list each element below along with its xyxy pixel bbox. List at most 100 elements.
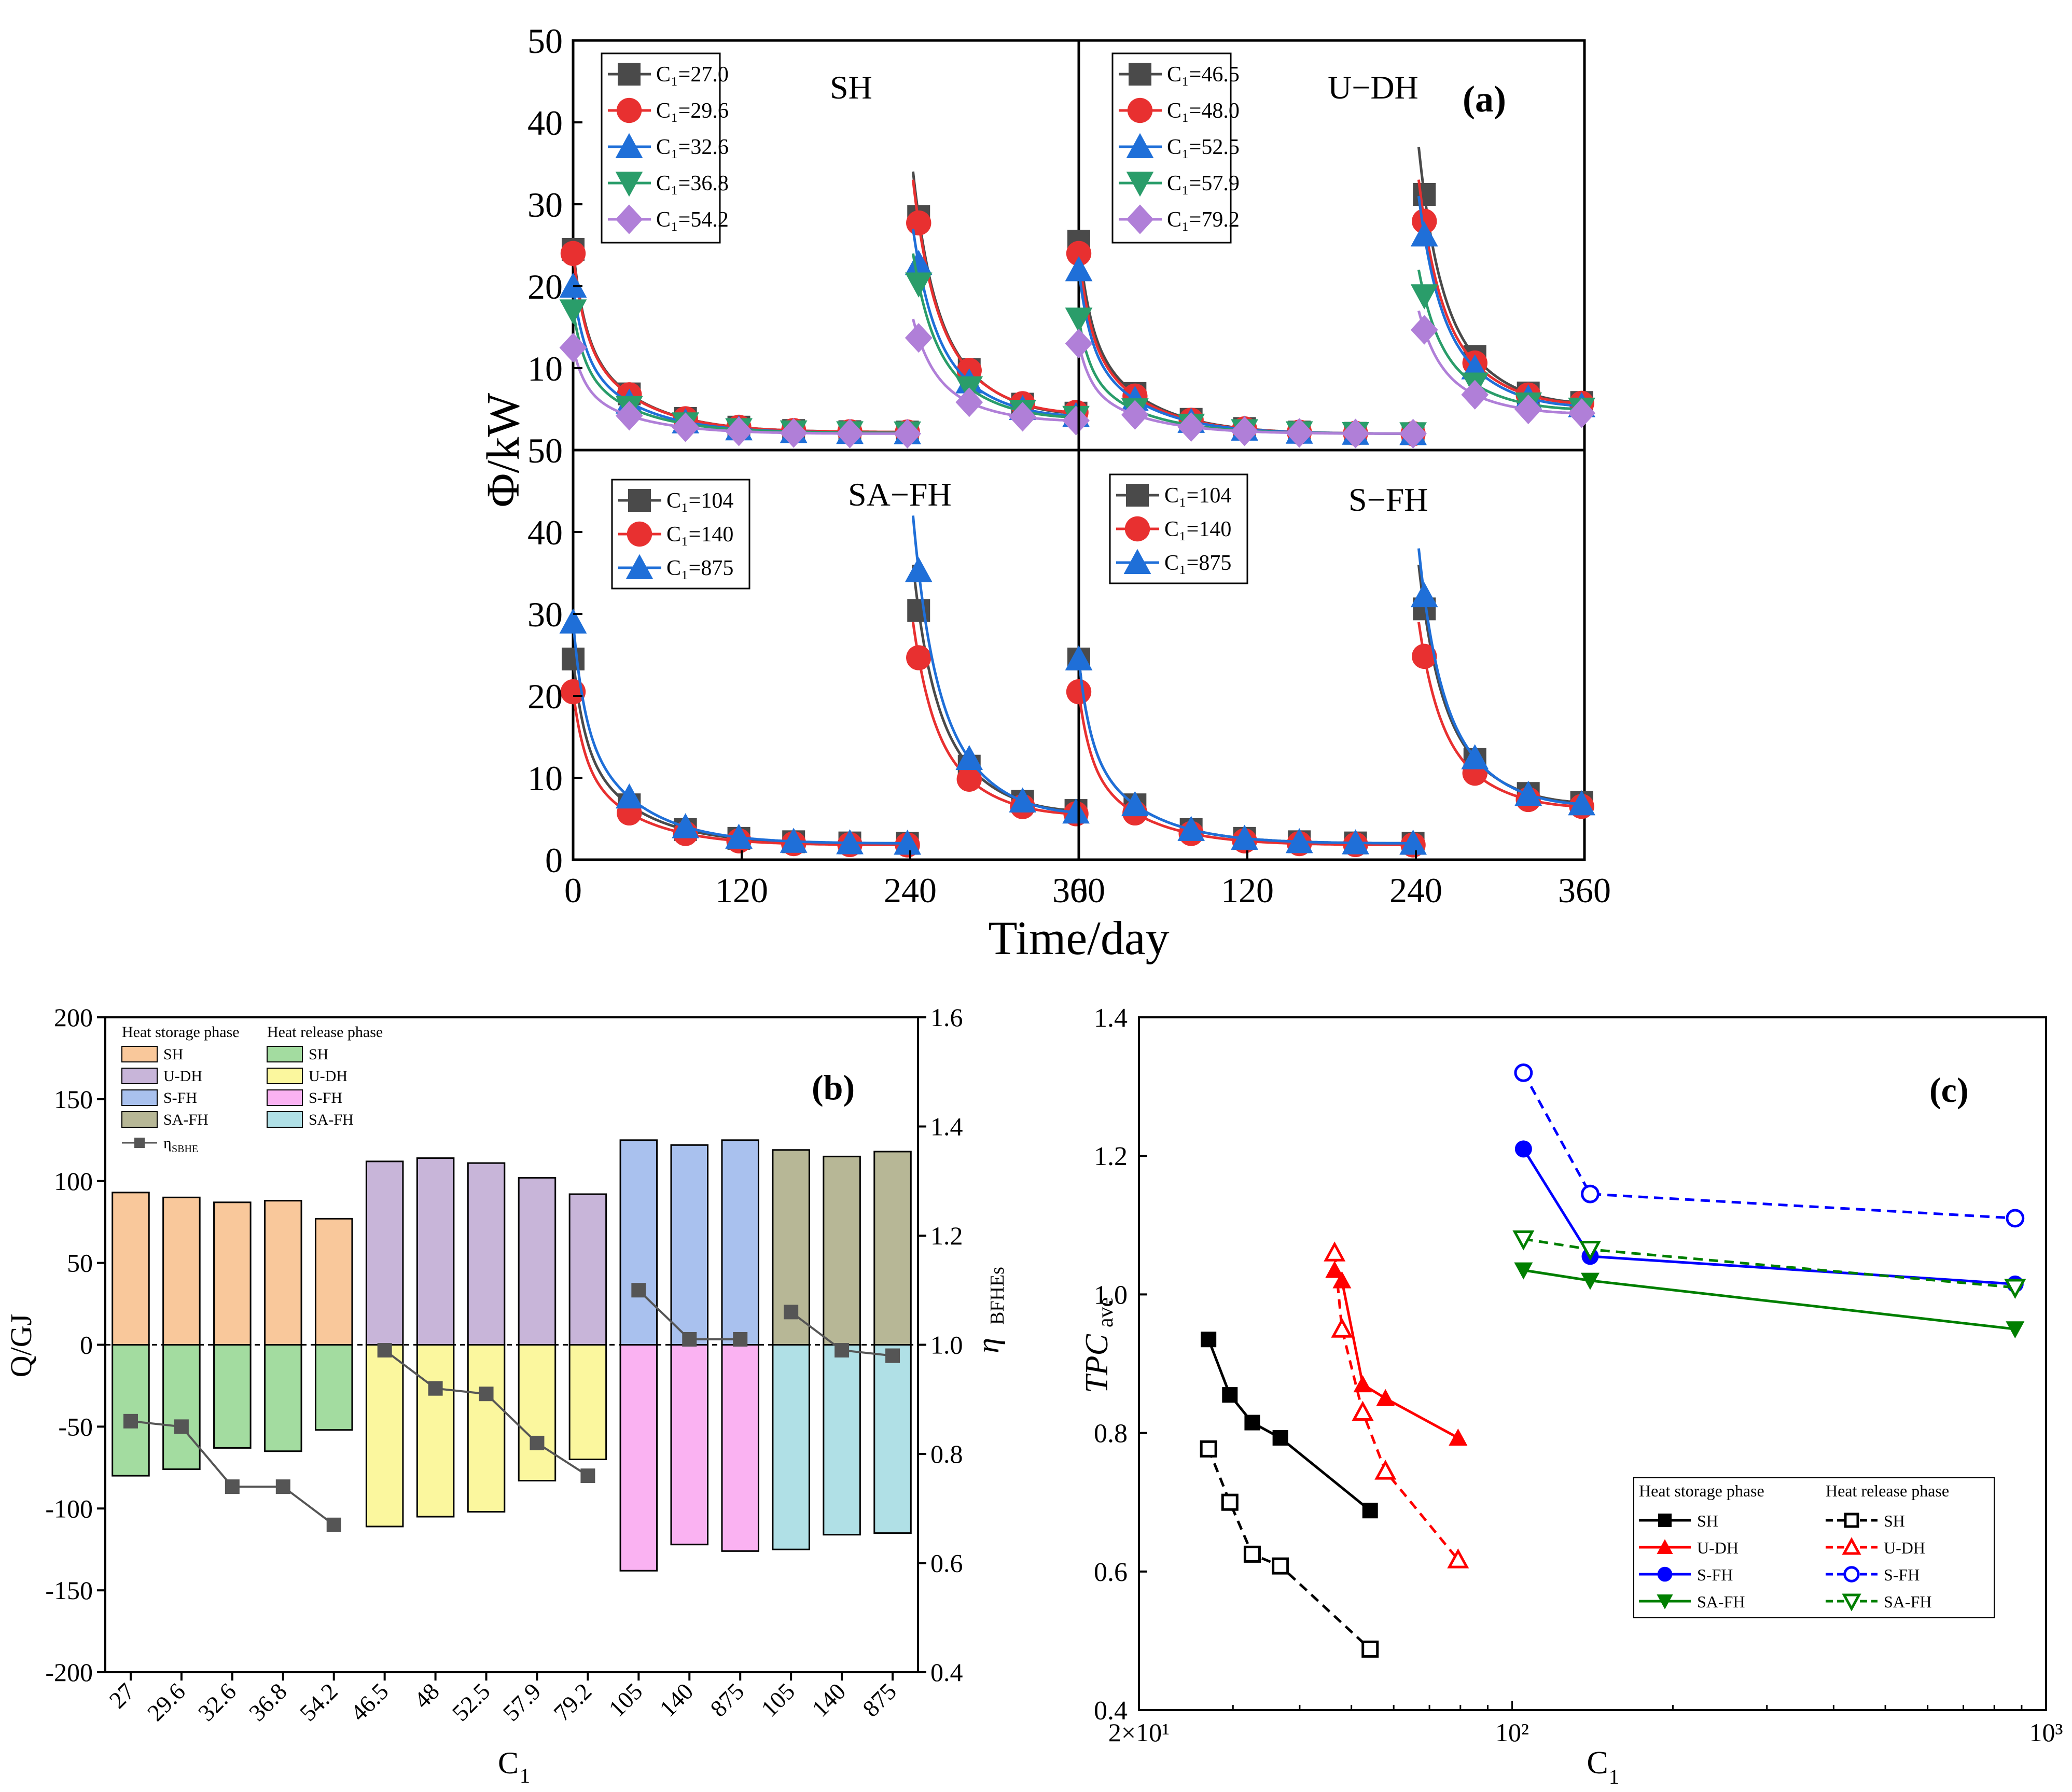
- storage-bar: [670, 1144, 709, 1346]
- legend-marker: [628, 489, 651, 512]
- release-bar: [670, 1344, 709, 1546]
- series-marker: [1514, 1262, 1533, 1280]
- y-tick-label: 20: [527, 677, 563, 716]
- release-bar: [518, 1344, 557, 1482]
- y-tick-label: 10: [527, 759, 563, 798]
- legend-marker: [618, 63, 641, 86]
- storage-bar: [467, 1162, 506, 1346]
- series-marker: [1374, 1460, 1397, 1480]
- y-tick-label: -150: [45, 1576, 93, 1605]
- y-tick-label: 40: [527, 103, 563, 143]
- series-marker: [1449, 1428, 1468, 1446]
- x-tick-label: 2×10¹: [1108, 1718, 1170, 1747]
- y2-tick-label: 0.8: [930, 1439, 963, 1468]
- eta-marker: [326, 1517, 341, 1532]
- series-marker: [1410, 221, 1438, 247]
- legend-label: S-FH: [1697, 1565, 1733, 1584]
- series-marker: [1244, 1415, 1260, 1431]
- y2-tick-label: 1.6: [930, 1003, 963, 1032]
- release-bar: [568, 1344, 607, 1461]
- y-tick-label: 40: [527, 513, 563, 552]
- legend-marker: [1844, 1513, 1859, 1528]
- series-marker: [894, 418, 921, 449]
- legend-box: [1633, 1477, 1995, 1618]
- series-marker: [894, 829, 921, 855]
- series-marker: [1272, 1557, 1289, 1575]
- x-tick-label: 240: [1389, 871, 1442, 910]
- legend-label: SH: [1884, 1511, 1905, 1530]
- series-marker: [1514, 394, 1542, 425]
- series-marker: [1009, 787, 1037, 813]
- legend-swatch-release: [267, 1111, 303, 1128]
- y-tick-label: -200: [45, 1658, 93, 1687]
- storage-bar: [518, 1177, 557, 1346]
- series-marker: [1353, 1375, 1372, 1393]
- release-bar: [162, 1344, 201, 1470]
- series-marker: [615, 401, 643, 431]
- series-marker: [1231, 416, 1258, 446]
- x-axis-label-sub: 1: [520, 1764, 530, 1787]
- series-marker: [1121, 791, 1149, 817]
- series-marker: [560, 241, 586, 266]
- legend-swatch-release: [267, 1046, 303, 1062]
- y-tick-label: 0.8: [1094, 1419, 1128, 1449]
- y-tick-label: -50: [58, 1412, 93, 1441]
- legend-marker: [627, 521, 652, 547]
- series-marker: [1066, 241, 1092, 266]
- eta-marker: [428, 1381, 443, 1396]
- x-tick-label: 360: [1052, 871, 1105, 910]
- legend-label: C₁=36.8: [656, 172, 729, 195]
- series-marker: [1325, 1261, 1344, 1278]
- legend-swatch-storage: [121, 1111, 158, 1128]
- legend-label: SA-FH: [309, 1111, 354, 1128]
- release-bar: [213, 1344, 252, 1449]
- y-tick-label: 0.4: [1094, 1696, 1128, 1726]
- series-marker: [1285, 418, 1313, 448]
- x-tick-label: 0: [1070, 871, 1088, 910]
- release-bar: [873, 1344, 912, 1534]
- legend-marker: [1657, 1566, 1673, 1582]
- y2-tick-label: 0.4: [930, 1658, 963, 1687]
- eta-marker: [835, 1343, 850, 1358]
- release-bar: [112, 1344, 150, 1477]
- legend-marker: [1843, 1566, 1860, 1583]
- series-marker: [780, 828, 808, 853]
- series-marker: [725, 416, 753, 446]
- legend-marker: [615, 204, 643, 234]
- legend-label: C₁=46.5: [1167, 63, 1240, 87]
- legend-label: C₁=104: [666, 489, 733, 513]
- series-marker: [1581, 1184, 1600, 1203]
- series-marker: [1201, 1332, 1217, 1348]
- eta-marker: [479, 1387, 494, 1402]
- release-bar: [721, 1344, 759, 1552]
- legend-label: C₁=52.5: [1167, 135, 1240, 159]
- x-tick-label: 120: [1221, 871, 1274, 910]
- series-marker: [1121, 400, 1149, 430]
- release-bar: [467, 1344, 506, 1513]
- storage-bar: [416, 1157, 455, 1346]
- legend-marker: [1126, 133, 1154, 158]
- legend-label: SA-FH: [1884, 1592, 1931, 1611]
- series-marker: [1410, 315, 1438, 345]
- series-marker: [1512, 1230, 1535, 1251]
- y-tick-label: 50: [67, 1249, 93, 1278]
- legend-label: C₁=48.0: [1167, 99, 1240, 123]
- series-marker: [559, 332, 587, 363]
- release-bar: [416, 1344, 455, 1518]
- series-marker: [1221, 1493, 1239, 1511]
- series-marker: [672, 412, 700, 442]
- legend-label: C₁=29.6: [656, 99, 729, 123]
- series-marker: [1177, 412, 1205, 442]
- series-marker: [1342, 418, 1369, 449]
- storage-bar: [264, 1200, 302, 1346]
- series-marker: [559, 272, 587, 298]
- legend-title-storage: Heat storage phase: [122, 1024, 240, 1041]
- series-marker: [1065, 307, 1093, 333]
- series-marker: [1066, 679, 1092, 705]
- series-marker: [559, 299, 587, 325]
- series-marker: [1410, 284, 1438, 310]
- legend-marker: [1126, 172, 1154, 197]
- legend-swatch-release: [267, 1089, 303, 1106]
- y-axis-label-sub: ave: [1094, 1297, 1118, 1327]
